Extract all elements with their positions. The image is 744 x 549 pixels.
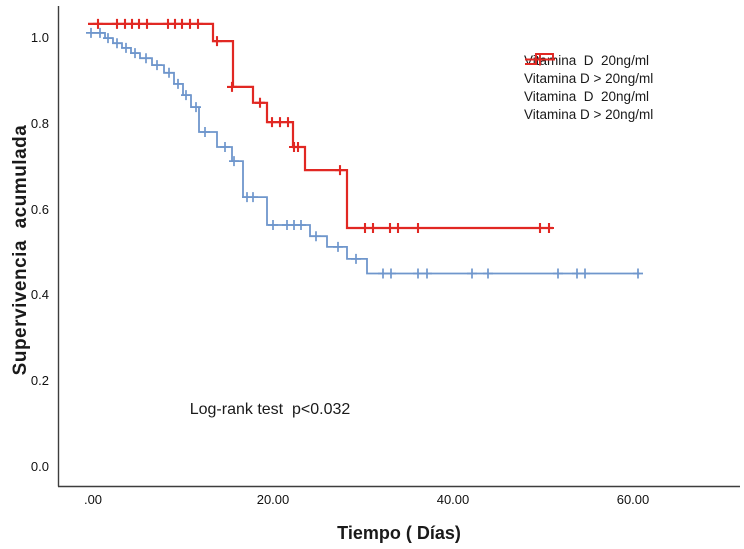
x-tick-label: .00: [83, 492, 103, 507]
censor-marks-blue: [86, 27, 643, 279]
log-rank-annotation: Log-rank test p<0.032: [189, 401, 351, 418]
y-axis-title: Supervivencia acumulada: [10, 124, 31, 376]
censor-marks-red: [93, 18, 554, 233]
x-tick-label: 60.00: [616, 492, 650, 507]
legend-label: Vitamina D > 20ng/ml: [524, 106, 654, 122]
legend-label: Vitamina D > 20ng/ml: [524, 70, 654, 86]
y-tick-label: 0.6: [30, 201, 49, 217]
y-tick-label: 0.4: [30, 287, 49, 303]
x-axis-title: Tiempo ( Días): [337, 523, 461, 543]
survival-curve-red: [88, 22, 553, 230]
chart-legend: Vitamina D 20ng/ml Vitamina D > 20ng/ml …: [524, 51, 653, 123]
y-tick-label: 1.0: [30, 30, 49, 46]
red-step-line-icon: [525, 53, 554, 65]
legend-label: Vitamina D 20ng/ml: [524, 88, 650, 104]
y-tick-label: 0.8: [30, 115, 49, 131]
y-tick-label: 0.0: [30, 459, 49, 474]
legend-item-red-censor: Vitamina D > 20ng/ml: [524, 53, 654, 123]
legend-item-red-line: Vitamina D > 20ng/ml: [524, 53, 654, 87]
red-censor-cross-icon: [525, 53, 555, 66]
legend-item-blue-censor: Vitamina D 20ng/ml: [524, 53, 653, 105]
y-tick-label: 0.2: [30, 373, 49, 389]
axis-lines: [57, 6, 740, 488]
x-tick-label: 40.00: [436, 492, 470, 507]
x-tick-label: 20.00: [256, 492, 290, 507]
